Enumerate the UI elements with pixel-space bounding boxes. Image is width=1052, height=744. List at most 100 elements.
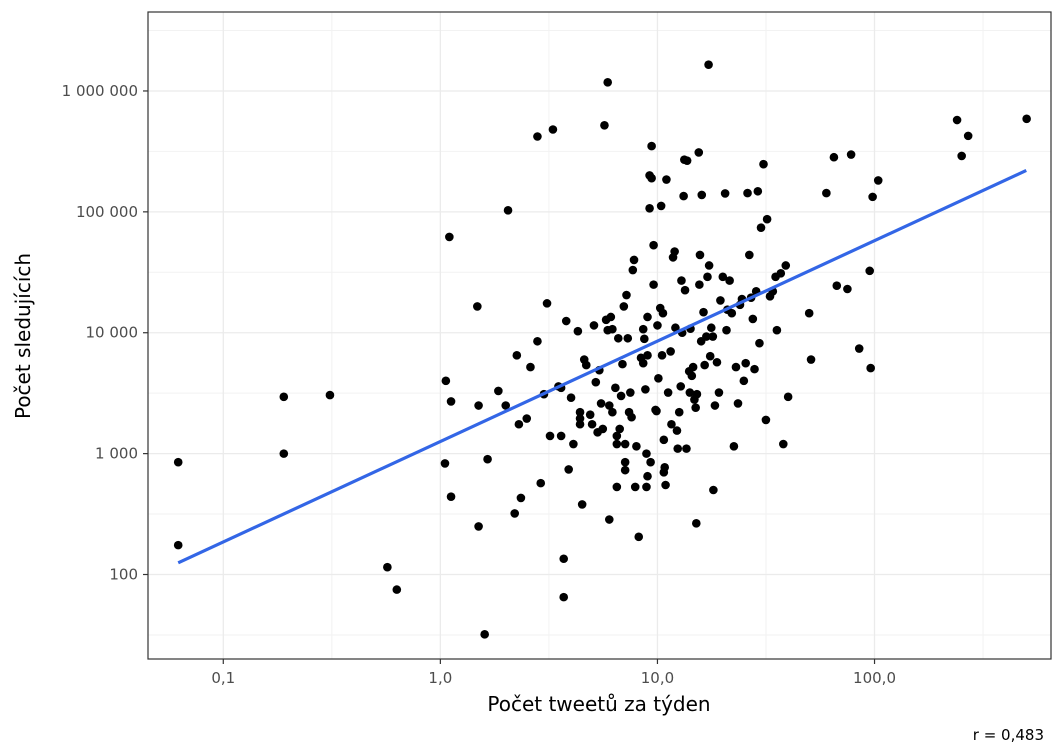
data-point (704, 60, 713, 69)
data-point (494, 386, 503, 396)
data-point (604, 401, 614, 410)
data-point (700, 360, 709, 370)
data-point (480, 630, 489, 639)
data-point (680, 285, 690, 295)
data-point (692, 389, 702, 399)
data-point (575, 419, 585, 429)
data-point (1022, 114, 1031, 124)
data-point (750, 364, 759, 374)
data-point (702, 332, 711, 341)
data-point (542, 299, 552, 308)
data-point (963, 131, 973, 141)
data-point (652, 406, 661, 416)
data-point (642, 482, 651, 492)
data-point (575, 407, 585, 417)
data-point (729, 441, 739, 451)
data-point (647, 173, 656, 183)
data-point (638, 324, 648, 334)
data-point (622, 290, 631, 300)
data-point (640, 334, 649, 344)
data-point (628, 265, 638, 275)
x-tick-label: 100,0 (853, 669, 896, 687)
data-point (846, 150, 856, 159)
data-point (731, 362, 741, 372)
data-point (873, 176, 883, 185)
data-point (699, 307, 708, 317)
data-point (688, 362, 698, 372)
data-point (392, 585, 402, 594)
data-point (533, 132, 542, 141)
data-point (832, 281, 842, 290)
data-point (671, 323, 680, 333)
y-tick-label: 10 000 (86, 324, 139, 342)
data-point (173, 457, 183, 467)
data-point (600, 120, 609, 130)
data-point (657, 351, 667, 360)
data-point (581, 360, 591, 370)
minor-grid (148, 12, 1051, 659)
data-point (587, 419, 597, 429)
data-points (173, 60, 1031, 639)
data-point (759, 159, 768, 169)
data-point (712, 357, 722, 367)
data-point (473, 302, 482, 311)
data-point (615, 424, 624, 434)
data-point (709, 485, 718, 495)
data-point (756, 223, 766, 232)
data-point (623, 333, 633, 343)
data-point (843, 284, 852, 294)
data-point (706, 323, 716, 333)
y-tick-label: 1 000 (95, 445, 138, 463)
x-tick-label: 10,0 (641, 669, 674, 687)
data-point (682, 156, 692, 165)
data-point (619, 302, 629, 311)
data-point (483, 454, 492, 464)
data-point (573, 326, 583, 336)
data-point (677, 276, 686, 285)
data-point (611, 383, 620, 393)
y-axis-ticks: 100 1 000 10 000 100 000 1 000 000 (62, 82, 148, 584)
data-point (865, 266, 874, 276)
data-point (446, 492, 456, 502)
data-point (649, 280, 658, 289)
correlation-caption: r = 0,483 (973, 726, 1044, 744)
data-point (673, 444, 683, 453)
data-point (806, 355, 816, 364)
data-point (591, 377, 601, 387)
data-point (556, 431, 566, 441)
data-point (692, 519, 701, 528)
trend-line (177, 169, 1027, 565)
data-point (761, 415, 771, 425)
data-point (501, 401, 511, 410)
data-point (559, 554, 569, 564)
major-grid (148, 12, 1051, 659)
data-point (474, 401, 483, 410)
data-point (718, 272, 728, 282)
data-point (629, 255, 639, 265)
y-tick-label: 100 000 (76, 203, 138, 221)
x-axis-title: Počet tweetů za týden (487, 692, 710, 716)
data-point (603, 77, 613, 87)
data-point (616, 391, 626, 401)
data-point (561, 316, 571, 326)
data-point (662, 175, 671, 184)
data-point (510, 509, 519, 518)
data-point (526, 362, 535, 372)
data-point (781, 261, 791, 270)
data-point (441, 376, 451, 386)
data-point (606, 312, 616, 322)
data-point (661, 480, 670, 490)
data-point (522, 414, 532, 423)
data-point (620, 465, 630, 475)
data-point (596, 399, 606, 408)
data-point (868, 192, 877, 202)
data-point (804, 308, 814, 318)
data-point (559, 592, 569, 602)
data-point (608, 324, 617, 334)
data-point (618, 359, 627, 369)
data-point (279, 392, 289, 402)
data-point (642, 449, 651, 458)
data-point (682, 444, 691, 453)
data-point (952, 115, 962, 125)
y-tick-label: 1 000 000 (62, 82, 138, 100)
